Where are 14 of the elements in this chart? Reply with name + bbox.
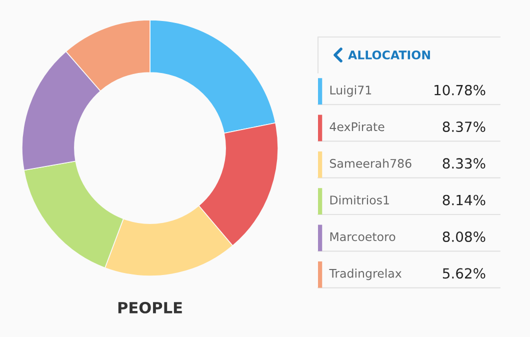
data-label: 8.33% <box>442 158 486 169</box>
legend-label: Luigi71 <box>330 85 372 97</box>
legend-label: 4exPirate <box>330 122 384 132</box>
text: PEOPLE <box>118 302 182 314</box>
legend-label: Sameerah786 <box>330 158 412 168</box>
legend-label: Dimitrios1 <box>330 195 389 205</box>
data-label: 8.37% <box>442 122 486 132</box>
legend-label: Tradingrelax <box>329 268 402 280</box>
data-label: 8.08% <box>442 231 486 242</box>
data-label: 5.62% <box>442 268 486 279</box>
data-label: 10.78% <box>434 84 486 96</box>
legend-label: Marcoetoro <box>330 232 396 242</box>
legend-title: ALLOCATION <box>348 50 430 60</box>
data-label: 8.14% <box>442 194 486 206</box>
